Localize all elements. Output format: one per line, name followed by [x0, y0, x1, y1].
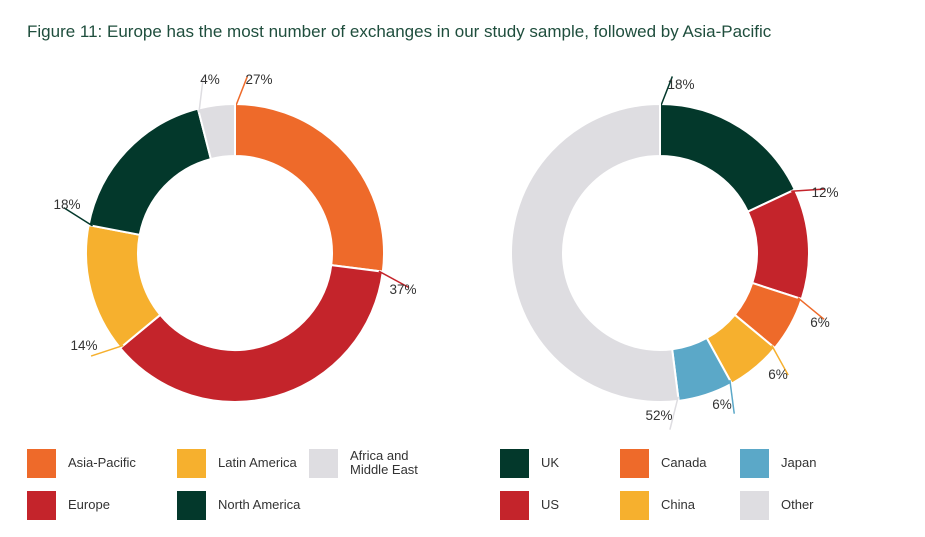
- legend-item-other: Other: [740, 488, 860, 522]
- legend-swatch: [740, 448, 769, 478]
- legend-item-canada: Canada: [620, 446, 740, 480]
- data-label-us: 12%: [811, 185, 838, 200]
- legend-label: Asia-Pacific: [68, 455, 136, 470]
- legend-item-africa-and-middle-east: Africa and Middle East: [309, 446, 449, 480]
- slice-other: [510, 102, 680, 403]
- figure-title: Figure 11: Europe has the most number of…: [27, 22, 772, 41]
- leader-line-latin-america: [90, 344, 124, 357]
- leader-line-north-america: [63, 207, 93, 227]
- legend-label: North America: [218, 497, 301, 512]
- leader-line-europe: [378, 270, 409, 289]
- leader-line-uk: [659, 76, 674, 109]
- leader-line-other: [669, 396, 679, 430]
- legend-item-asia-pacific: Asia-Pacific: [27, 446, 177, 480]
- slice-africa-and-middle-east: [196, 102, 236, 161]
- legend-label: Japan: [781, 455, 817, 470]
- legend-item-china: China: [620, 488, 740, 522]
- donut-charts: 27% 37% 14% 18% 4% 18% 12% 6% 6% 6% 52%: [53, 72, 839, 430]
- legend-regions: Asia-Pacific Latin America Africa and Midd…: [27, 446, 449, 522]
- data-label-uk: 18%: [667, 77, 694, 92]
- legend-swatch: [620, 448, 649, 478]
- legend-label: US: [541, 497, 560, 512]
- slice-uk: [659, 102, 797, 214]
- leader-line-china: [771, 345, 789, 376]
- legend-countries: UK Canada Japan US China Other: [500, 446, 860, 522]
- leader-line-canada: [797, 297, 825, 320]
- donut-chart-regions: 27% 37% 14% 18% 4%: [53, 72, 417, 403]
- legend-item-uk: UK: [500, 446, 620, 480]
- legend-swatch: [620, 490, 649, 520]
- legend-swatch: [740, 490, 769, 520]
- data-label-north-america: 18%: [53, 197, 80, 212]
- data-label-japan: 6%: [712, 397, 732, 412]
- leader-line-africa-and-middle-east: [198, 78, 204, 113]
- legend-swatch: [27, 490, 56, 520]
- legend-label: Europe: [68, 497, 110, 512]
- slice-north-america: [87, 107, 213, 236]
- donut-chart-countries: 18% 12% 6% 6% 6% 52%: [510, 76, 839, 430]
- legend-label: UK: [541, 455, 560, 470]
- legend-item-latin-america: Latin America: [177, 446, 309, 480]
- legend-swatch: [309, 448, 338, 478]
- legend-swatch: [177, 490, 206, 520]
- legend-item-us: US: [500, 488, 620, 522]
- legend-swatch: [500, 490, 529, 520]
- legend-item-japan: Japan: [740, 446, 860, 480]
- legend-label: Other: [781, 497, 814, 512]
- legend-label: Latin America: [218, 455, 297, 470]
- leader-line-us: [791, 188, 826, 193]
- data-label-canada: 6%: [810, 315, 830, 330]
- legend-label: Canada: [661, 455, 707, 470]
- slice-asia-pacific: [234, 102, 385, 273]
- legend-swatch: [177, 448, 206, 478]
- data-label-africa-and-middle-east: 4%: [200, 72, 220, 87]
- data-label-other: 52%: [645, 408, 672, 423]
- slice-europe: [118, 264, 384, 403]
- legend-label: China: [661, 497, 695, 512]
- data-label-china: 6%: [768, 367, 788, 382]
- legend-item-europe: Europe: [27, 488, 177, 522]
- legend-swatch: [27, 448, 56, 478]
- data-label-latin-america: 14%: [70, 338, 97, 353]
- legend-item-north-america: North America: [177, 488, 309, 522]
- leader-line-japan: [729, 379, 735, 414]
- legend-swatch: [500, 448, 529, 478]
- leader-line-asia-pacific: [234, 76, 249, 109]
- data-label-asia-pacific: 27%: [245, 72, 272, 87]
- data-label-europe: 37%: [389, 282, 416, 297]
- legend-label: Africa and Middle East: [350, 448, 418, 477]
